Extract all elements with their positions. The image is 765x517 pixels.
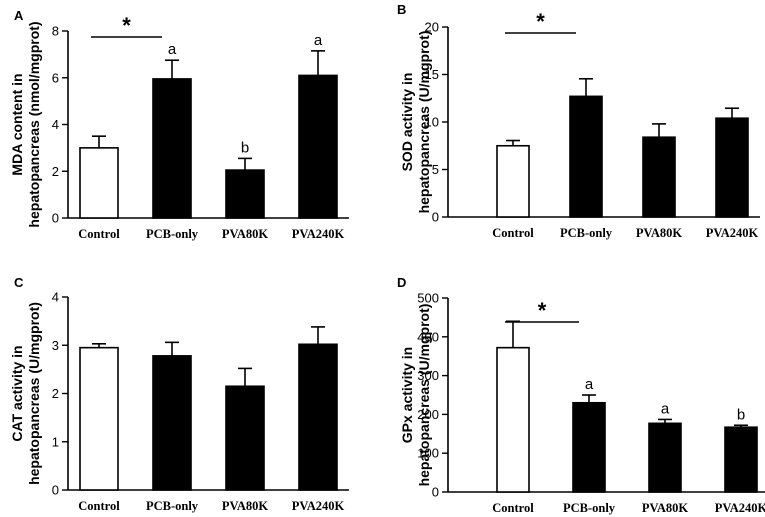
bar bbox=[298, 343, 338, 491]
bar bbox=[496, 346, 530, 493]
bar bbox=[648, 422, 682, 493]
category-label: Control bbox=[78, 499, 120, 513]
y-axis-label: hepatopancreas (U/mgprot) bbox=[26, 302, 42, 485]
bar bbox=[225, 169, 265, 219]
bar bbox=[715, 117, 749, 218]
y-tick-label: 100 bbox=[417, 446, 439, 461]
category-label: PVA240K bbox=[292, 227, 345, 241]
category-label: PCB-only bbox=[146, 227, 199, 241]
category-label: PVA80K bbox=[642, 501, 689, 515]
significance-star: * bbox=[538, 298, 547, 323]
category-label: PVA240K bbox=[715, 501, 765, 515]
bar bbox=[724, 426, 758, 493]
bar bbox=[496, 144, 530, 218]
y-tick-label: 0 bbox=[52, 483, 59, 498]
significance-letter: a bbox=[661, 400, 670, 417]
y-axis-label: GPx activity in bbox=[399, 347, 415, 443]
significance-letter: a bbox=[168, 41, 177, 58]
y-tick-label: 0 bbox=[432, 210, 439, 225]
category-label: PCB-only bbox=[563, 501, 616, 515]
bar bbox=[79, 147, 119, 219]
category-label: Control bbox=[492, 501, 534, 515]
y-tick-label: 4 bbox=[52, 290, 59, 305]
panel-b: B 0 5 10 15 20 SOD activity in hepatopancreas (… bbox=[397, 2, 760, 240]
bar bbox=[79, 346, 119, 491]
y-tick-label: 1 bbox=[52, 434, 59, 449]
y-tick-label: 400 bbox=[417, 329, 439, 344]
y-axis-label: hepatopancreas (U/mgprot) bbox=[416, 304, 432, 487]
significance-star: * bbox=[536, 9, 545, 34]
category-label: Control bbox=[492, 226, 534, 240]
y-tick-label: 20 bbox=[425, 20, 439, 35]
category-label: PCB-only bbox=[560, 226, 613, 240]
category-label: PVA80K bbox=[222, 227, 269, 241]
y-tick-label: 3 bbox=[52, 338, 59, 353]
y-tick-label: 4 bbox=[52, 117, 59, 132]
category-label: PVA80K bbox=[636, 226, 683, 240]
bar bbox=[152, 78, 192, 219]
bar bbox=[642, 136, 676, 218]
panel-c: C 0 1 2 3 4 CAT activity in hepatopancreas (U/m… bbox=[9, 275, 349, 513]
significance-letter: a bbox=[585, 376, 594, 393]
significance-letter: b bbox=[737, 406, 745, 423]
y-tick-label: 15 bbox=[425, 67, 439, 82]
y-axis-label: SOD activity in bbox=[399, 73, 415, 172]
category-label: PVA240K bbox=[706, 226, 759, 240]
y-tick-label: 5 bbox=[432, 162, 439, 177]
y-tick-label: 500 bbox=[417, 291, 439, 306]
y-tick-label: 0 bbox=[432, 485, 439, 500]
y-tick-label: 0 bbox=[52, 211, 59, 226]
y-tick-label: 2 bbox=[52, 386, 59, 401]
y-tick-label: 6 bbox=[52, 70, 59, 85]
bar bbox=[298, 74, 338, 219]
panel-letter: D bbox=[397, 275, 406, 290]
bar bbox=[572, 401, 606, 493]
panel-d: D 0 100 200 300 400 500 GPx activity in hepatopa… bbox=[397, 275, 765, 515]
y-tick-label: 2 bbox=[52, 164, 59, 179]
significance-letter: a bbox=[314, 32, 323, 49]
panel-letter: C bbox=[14, 275, 24, 290]
significance-letter: b bbox=[241, 139, 249, 156]
y-axis-label: MDA content in bbox=[9, 73, 25, 175]
y-tick-label: 10 bbox=[425, 115, 439, 130]
category-label: Control bbox=[78, 227, 120, 241]
y-axis-label: hepatopancreas (nmol/mgprot) bbox=[26, 21, 42, 227]
category-label: PVA80K bbox=[222, 499, 269, 513]
category-label: PVA240K bbox=[292, 499, 345, 513]
y-tick-label: 8 bbox=[52, 24, 59, 39]
bar bbox=[225, 385, 265, 491]
panel-letter: B bbox=[397, 2, 406, 17]
category-label: PCB-only bbox=[146, 499, 199, 513]
y-tick-label: 200 bbox=[417, 407, 439, 422]
bar bbox=[152, 355, 192, 491]
bar bbox=[569, 95, 603, 218]
y-axis-label: CAT activity in bbox=[9, 345, 25, 441]
panel-a: A 0 2 4 6 8 MDA content in hepatopancreas (nmol… bbox=[9, 8, 349, 241]
panel-letter: A bbox=[14, 8, 24, 23]
y-tick-label: 300 bbox=[417, 368, 439, 383]
y-axis-label: hepatopancreas (U/mgprot) bbox=[416, 31, 432, 214]
significance-star: * bbox=[122, 13, 131, 38]
